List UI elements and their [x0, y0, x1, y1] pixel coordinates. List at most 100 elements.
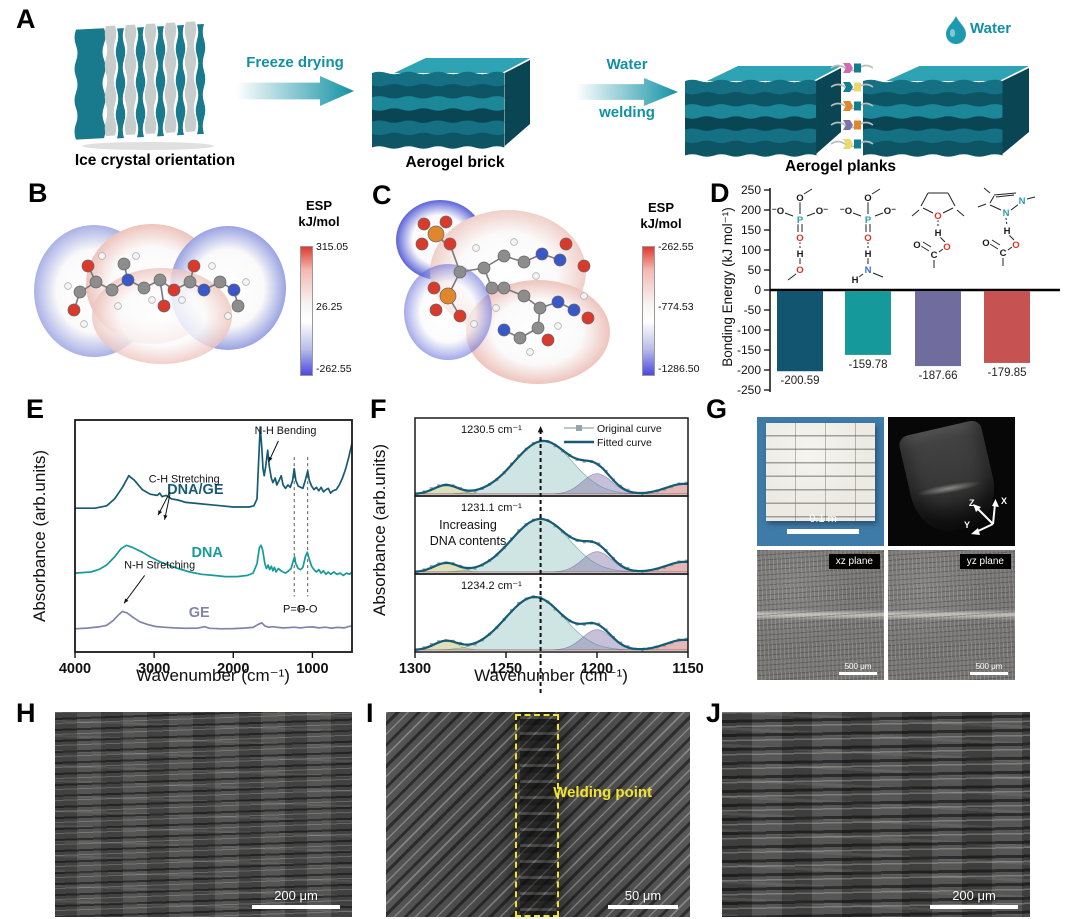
esp-colorbar-c — [642, 246, 655, 376]
j-scalebar: 200 μm — [930, 888, 1018, 909]
caption-aerogel-planks: Aerogel planks — [784, 158, 897, 175]
colorbar-tick: 26.25 — [316, 301, 343, 313]
svg-text:-200.59: -200.59 — [780, 375, 819, 387]
bar-phosphate-o-h-o-hydroxyl — [777, 291, 823, 372]
svg-text:-150: -150 — [737, 343, 761, 357]
svg-text:Fitted curve: Fitted curve — [597, 437, 652, 449]
ice-crystal-illustration — [74, 21, 214, 150]
e-ylabel: Absorbance (arb.units) — [30, 450, 49, 622]
aerogel-planks-illustration — [685, 66, 1029, 157]
svg-text:C: C — [1000, 248, 1007, 259]
panel-label-j: J — [706, 698, 722, 728]
caption-aerogel-brick: Aerogel brick — [405, 154, 505, 171]
svg-text:N-H Bending: N-H Bending — [255, 425, 317, 437]
bar-phosphate-o-h-n-amine — [845, 291, 891, 355]
svg-text:O: O — [796, 265, 803, 276]
peak-deconvolution-chart: 1230.5 cm⁻¹ 1231.1 cm⁻¹ 1234.2 cm⁻¹ Origina… — [399, 417, 704, 695]
svg-text:⁻O: ⁻O — [840, 206, 852, 217]
svg-text:1000: 1000 — [296, 661, 328, 677]
panel-label-c: C — [372, 180, 392, 210]
svg-text:N: N — [1019, 196, 1026, 207]
svg-text:⁻O: ⁻O — [772, 206, 784, 217]
spectrum-ge — [74, 610, 353, 630]
panel-label-g: G — [706, 394, 728, 424]
esp-surface-ge-molecule — [34, 224, 286, 364]
weld-seam — [519, 712, 557, 917]
svg-text:150: 150 — [741, 223, 761, 237]
colorbar-tick: -774.53 — [658, 301, 694, 313]
svg-text:O: O — [864, 193, 871, 204]
svg-text:H: H — [1004, 226, 1011, 237]
sem-welding-point-i: Welding point 50 μm — [386, 712, 690, 917]
svg-text:O: O — [1012, 240, 1019, 251]
water-welding-label-bottom: welding — [599, 104, 655, 121]
esp-colorbar-title-c: ESP kJ/mol — [640, 200, 682, 232]
svg-text:N: N — [865, 265, 872, 276]
water-welding-label-top: Water — [606, 56, 648, 73]
svg-text:3000: 3000 — [138, 661, 170, 677]
photo-scalebar-label: 0.1 m — [809, 513, 837, 526]
sem-aerogel-cross-section-h: 200 μm — [55, 712, 352, 917]
freeze-drying-label: Freeze drying — [246, 54, 344, 71]
h-scalebar: 200 μm — [252, 888, 340, 909]
svg-text:P: P — [865, 215, 872, 226]
svg-text:Increasing: Increasing — [439, 518, 497, 532]
svg-text:O: O — [934, 211, 941, 222]
svg-text:O: O — [943, 242, 950, 253]
svg-text:P=O: P=O — [283, 604, 306, 616]
yz-plane-slice: yz plane 500 μm — [888, 550, 1015, 680]
svg-text:O: O — [913, 240, 920, 251]
sem-aerogel-cross-section-j: 200 μm — [722, 712, 1030, 917]
svg-text:50: 50 — [748, 263, 762, 277]
water-welding-arrow-icon — [576, 78, 678, 106]
welding-point-label: Welding point — [553, 783, 653, 801]
svg-text:O: O — [796, 193, 803, 204]
svg-text:H: H — [935, 228, 942, 239]
yz-scalebar: 500 μm — [970, 662, 1008, 675]
svg-text:250: 250 — [741, 183, 761, 197]
svg-text:-179.85: -179.85 — [987, 367, 1026, 379]
svg-text:O: O — [796, 233, 803, 244]
e-xlabel: Wavenumber (cm⁻¹) — [136, 666, 290, 685]
svg-text:H: H — [852, 275, 859, 286]
panel-label-a: A — [16, 4, 36, 34]
aerogel-assembly-photo: 0.1 m — [757, 417, 884, 546]
svg-text:Y: Y — [964, 520, 970, 530]
water-label: Water — [970, 20, 1012, 37]
bar-imidazole-n-h-o-carboxyl — [984, 291, 1030, 363]
esp-surface-dna-molecule — [396, 200, 610, 384]
colorbar-tick: -1286.50 — [658, 363, 700, 375]
xyz-axis-icon: Z X Y — [964, 496, 1007, 535]
svg-text:100: 100 — [741, 243, 761, 257]
xz-plane-slice: xz plane 500 μm — [757, 550, 884, 680]
svg-text:1250: 1250 — [490, 661, 522, 677]
xz-plane-label: xz plane — [828, 554, 880, 569]
svg-text:-250: -250 — [737, 383, 761, 397]
i-scalebar: 50 μm — [608, 888, 678, 909]
bonding-energy-bar-chart: 250 200 150 100 50 0 -50 -100 -150 -200 -250 -200.5… — [737, 183, 1060, 397]
photo-scalebar — [787, 529, 859, 535]
freeze-drying-arrow-icon — [236, 76, 354, 106]
svg-text:O⁻: O⁻ — [816, 206, 828, 217]
bar-ether-o-h-o-carboxyl — [915, 291, 961, 367]
svg-text:P: P — [797, 215, 804, 226]
svg-text:1150: 1150 — [672, 661, 703, 677]
svg-text:C: C — [931, 250, 938, 261]
panel-label-i: I — [366, 698, 374, 728]
svg-text:1300: 1300 — [399, 661, 431, 677]
svg-text:4000: 4000 — [59, 661, 91, 677]
svg-text:GE: GE — [189, 605, 210, 621]
welding-point-box — [515, 714, 559, 917]
svg-text:-187.66: -187.66 — [918, 370, 957, 382]
svg-text:Original curve: Original curve — [597, 423, 662, 435]
svg-text:200: 200 — [741, 203, 761, 217]
f-ylabel: Absorbance (arb.units) — [370, 444, 389, 616]
svg-text:O⁻: O⁻ — [884, 206, 896, 217]
svg-text:C-H Stretching: C-H Stretching — [149, 474, 220, 486]
colorbar-tick: -262.55 — [316, 363, 352, 375]
svg-text:Z: Z — [969, 498, 975, 508]
panel-label-e: E — [26, 394, 45, 424]
